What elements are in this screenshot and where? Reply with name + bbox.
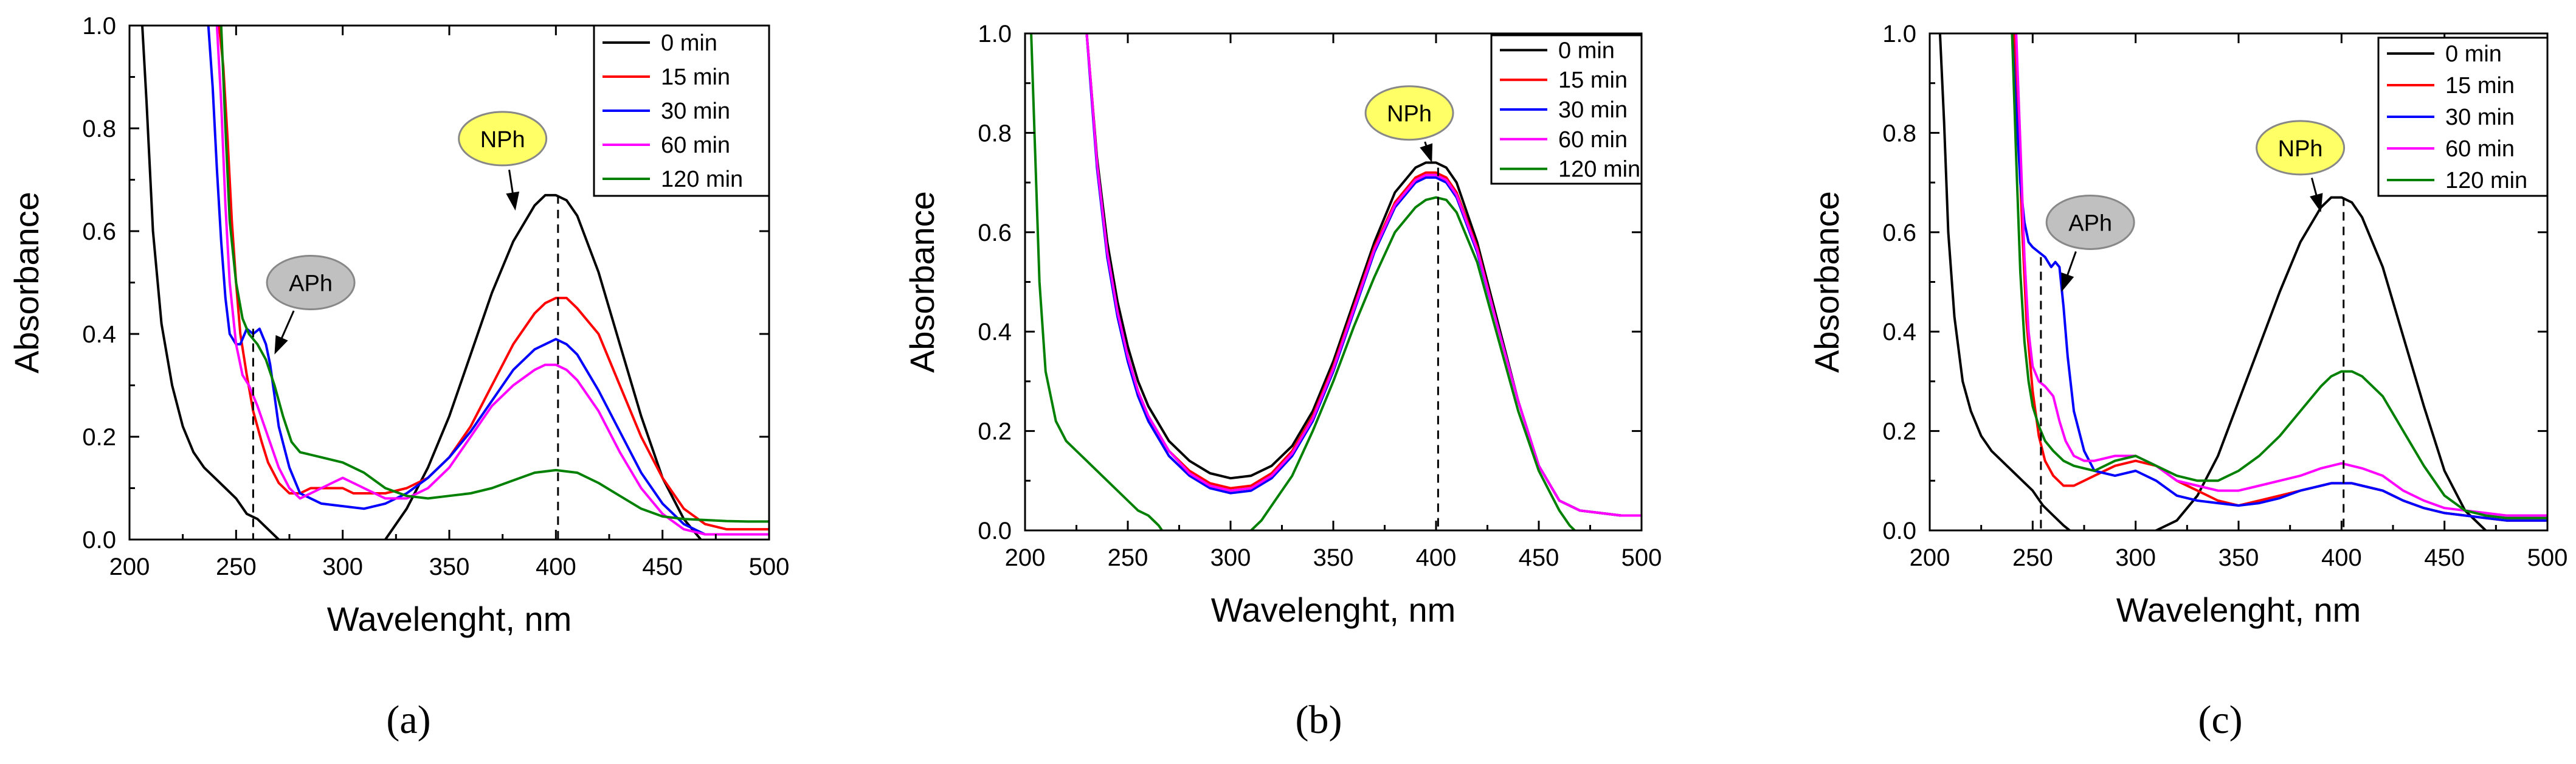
x-tick-label: 500 — [1621, 544, 1662, 571]
y-tick-label: 0.2 — [978, 418, 1012, 445]
y-tick-label: 0.4 — [1882, 319, 1916, 346]
y-tick-label: 0.6 — [978, 220, 1012, 246]
series-line-120-min — [2011, 33, 2547, 519]
y-tick-label: 1.0 — [82, 13, 116, 40]
x-tick-label: 300 — [1210, 544, 1251, 571]
legend-label: 0 min — [661, 30, 717, 56]
panel-label: (b) — [1296, 698, 1342, 742]
series-line-60-min — [215, 26, 769, 536]
legend-label: 60 min — [1558, 127, 1628, 153]
series-line-120-min — [1030, 33, 1577, 530]
y-tick-label: 0.8 — [82, 116, 116, 142]
y-axis-label: Absorbance — [903, 191, 941, 373]
chart-panel-1: NPh APh 200 250 300 350 400 450 500 0.0 0.2 0.4 0.6 0… — [7, 13, 789, 742]
arrow-head-aph — [274, 335, 288, 355]
x-tick-label: 350 — [2219, 544, 2259, 571]
legend-label: 15 min — [2445, 73, 2515, 99]
chart-panel-3: NPh APh 200 250 300 350 400 450 500 0.0 0.2 0.4 0.6 0… — [1808, 21, 2567, 742]
legend-label: 15 min — [661, 64, 730, 90]
x-tick-label: 500 — [2527, 544, 2568, 571]
legend-label: 60 min — [2445, 136, 2515, 162]
bubble-nph — [458, 111, 548, 167]
x-tick-label: 500 — [749, 554, 790, 580]
y-tick-label: 0.2 — [82, 424, 116, 451]
bubble-nph — [2256, 120, 2346, 176]
y-tick-label: 0.2 — [1882, 418, 1916, 445]
legend-label: 0 min — [1558, 38, 1615, 63]
bubble-label-nph: NPh — [1387, 102, 1432, 127]
x-tick-label: 350 — [1313, 544, 1354, 571]
bubble-label-aph: APh — [2068, 210, 2112, 236]
bubble-nph — [1364, 85, 1454, 141]
x-axis-label: Wavelenght, nm — [327, 600, 572, 638]
x-tick-label: 200 — [109, 554, 150, 580]
legend-label: 30 min — [661, 99, 730, 124]
x-tick-label: 450 — [642, 554, 683, 580]
legend-label: 60 min — [661, 133, 730, 158]
x-tick-label: 200 — [1005, 544, 1046, 571]
y-tick-label: 1.0 — [1882, 21, 1916, 47]
y-tick-label: 0.8 — [978, 120, 1012, 147]
x-tick-label: 300 — [2115, 544, 2156, 571]
series-group — [141, 26, 769, 540]
x-tick-label: 250 — [1108, 544, 1148, 571]
y-tick-label: 0.4 — [978, 319, 1012, 346]
arrow-head-nph — [506, 191, 520, 211]
y-axis-label: Absorbance — [7, 192, 46, 373]
legend-label: 120 min — [661, 167, 743, 192]
y-tick-label: 0.8 — [1882, 120, 1916, 147]
x-tick-label: 400 — [2321, 544, 2362, 571]
x-axis-label: Wavelenght, nm — [1211, 591, 1456, 629]
legend-label: 30 min — [1558, 97, 1628, 123]
series-line-30-min — [2011, 33, 2547, 522]
series-line-60-min — [1085, 33, 1642, 517]
bubble-aph — [2045, 194, 2135, 250]
x-tick-label: 250 — [2012, 544, 2053, 571]
y-tick-label: 0.4 — [82, 321, 116, 348]
bubble-label-nph: NPh — [480, 127, 525, 153]
x-tick-label: 450 — [1519, 544, 1559, 571]
legend-label: 30 min — [2445, 105, 2515, 130]
bubble-label-aph: APh — [289, 271, 333, 297]
x-tick-label: 450 — [2424, 544, 2465, 571]
legend-label: 15 min — [1558, 68, 1628, 93]
y-tick-label: 0.0 — [1882, 518, 1916, 544]
panel-label: (a) — [386, 698, 430, 742]
series-line-60-min — [2015, 33, 2547, 517]
y-tick-label: 0.0 — [978, 518, 1012, 544]
y-tick-label: 1.0 — [978, 21, 1012, 47]
x-axis-label: Wavelenght, nm — [2116, 591, 2361, 629]
legend-label: 0 min — [2445, 41, 2502, 67]
y-tick-label: 0.0 — [82, 527, 116, 554]
series-line-0-min — [1938, 33, 2488, 530]
series-group — [1030, 33, 1642, 530]
x-tick-label: 200 — [1910, 544, 1950, 571]
series-line-30-min — [207, 26, 769, 536]
panel-label: (c) — [2198, 698, 2242, 742]
x-tick-label: 250 — [216, 554, 257, 580]
arrow-head-aph — [2061, 272, 2074, 292]
x-tick-label: 350 — [429, 554, 470, 580]
arrow-head-nph — [2310, 193, 2323, 213]
series-group — [1938, 33, 2547, 530]
legend-label: 120 min — [1558, 157, 1640, 182]
series-line-0-min — [141, 26, 703, 540]
bubble-label-nph: NPh — [2278, 136, 2323, 162]
x-tick-label: 300 — [322, 554, 363, 580]
bubble-aph — [266, 255, 356, 310]
series-line-120-min — [219, 26, 769, 523]
chart-panel-2: NPh 200 250 300 350 400 450 500 0.0 0.2 0.4 0.6 0.8 1… — [903, 21, 1662, 742]
y-axis-label: Absorbance — [1808, 191, 1846, 373]
y-tick-label: 0.6 — [1882, 220, 1916, 246]
legend-label: 120 min — [2445, 168, 2527, 193]
y-tick-label: 0.6 — [82, 218, 116, 245]
x-tick-label: 400 — [536, 554, 576, 580]
x-tick-label: 400 — [1416, 544, 1457, 571]
arrow-head-nph — [1420, 143, 1433, 163]
